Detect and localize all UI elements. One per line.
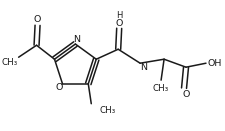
Text: O: O: [56, 83, 63, 92]
Text: CH₃: CH₃: [152, 84, 169, 93]
Text: OH: OH: [207, 59, 221, 68]
Text: H: H: [115, 11, 122, 20]
Text: O: O: [34, 15, 41, 24]
Text: N: N: [72, 35, 79, 44]
Text: CH₃: CH₃: [99, 106, 115, 115]
Text: O: O: [115, 19, 122, 28]
Text: CH₃: CH₃: [2, 58, 18, 67]
Text: O: O: [182, 90, 189, 99]
Text: N: N: [139, 63, 146, 72]
